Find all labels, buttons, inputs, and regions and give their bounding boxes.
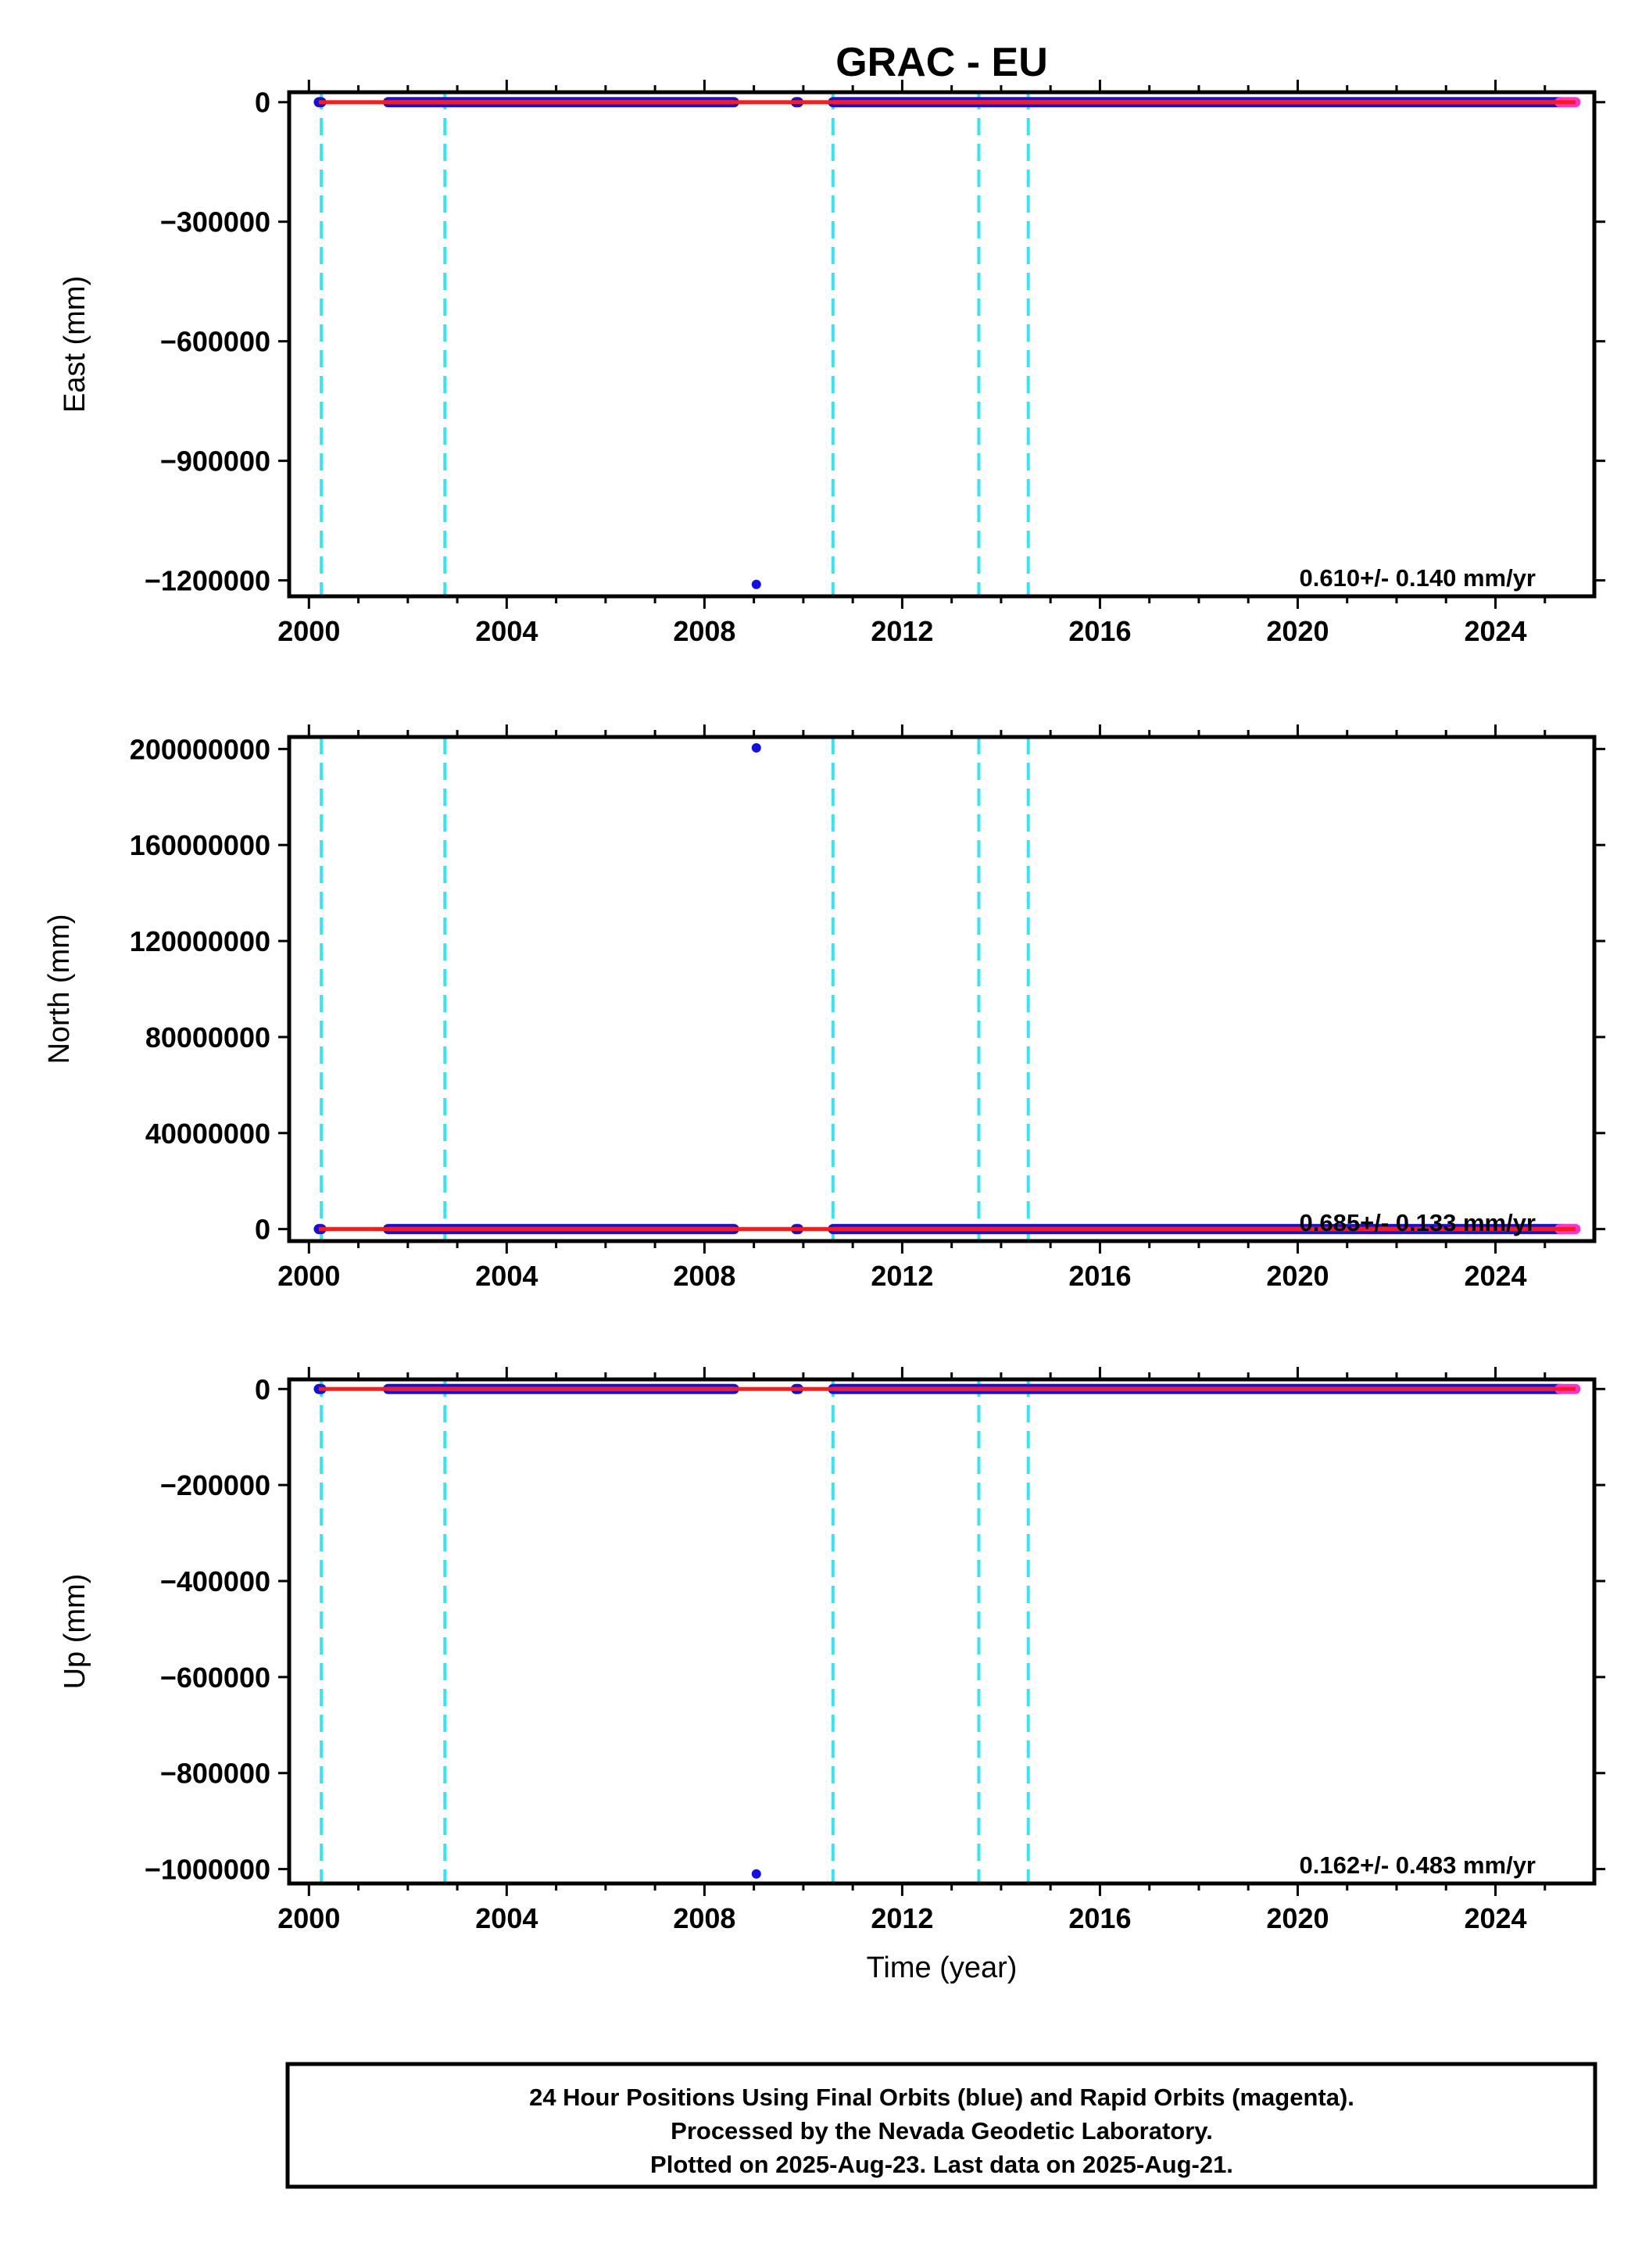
y-axis-label: North (mm) xyxy=(43,914,76,1064)
caption-border xyxy=(285,2062,1597,2189)
y-tick-label: 0 xyxy=(255,87,270,119)
x-tick-label: 2008 xyxy=(673,1902,735,1934)
y-tick-label: −600000 xyxy=(160,1662,270,1694)
x-axis-label: Time (year) xyxy=(867,1951,1018,1984)
y-tick-label: −1200000 xyxy=(145,565,270,597)
outlier-point xyxy=(751,579,761,589)
caption-box: 24 Hour Positions Using Final Orbits (bl… xyxy=(285,2062,1597,2189)
plot-frame xyxy=(287,1377,1597,1886)
x-tick-label: 2016 xyxy=(1068,1260,1131,1292)
caption-line-1: 24 Hour Positions Using Final Orbits (bl… xyxy=(529,2084,1354,2111)
y-tick-label: −400000 xyxy=(160,1565,270,1597)
caption-line-3: Plotted on 2025-Aug-23. Last data on 202… xyxy=(650,2151,1233,2178)
rate-label: 0.610+/- 0.140 mm/yr xyxy=(1300,564,1536,592)
plot-frame xyxy=(287,735,1597,1243)
y-axis-label: Up (mm) xyxy=(59,1574,91,1690)
x-tick-label: 2004 xyxy=(475,615,538,647)
y-tick-label: −900000 xyxy=(160,445,270,478)
x-tick-label: 2004 xyxy=(475,1902,538,1934)
x-tick-label: 2000 xyxy=(277,1902,340,1934)
x-tick-label: 2024 xyxy=(1464,1260,1526,1292)
y-tick-label: −1000000 xyxy=(145,1854,270,1886)
x-tick-label: 2016 xyxy=(1068,615,1131,647)
x-tick-label: 2004 xyxy=(475,1260,538,1292)
y-tick-label: 120000000 xyxy=(130,925,270,957)
east-panel: 2000 2004 2008 2012 2016 2020 2024 0 −300000 −600… xyxy=(59,80,1605,647)
y-tick-label: −200000 xyxy=(160,1469,270,1501)
rate-label: 0.685+/- 0.133 mm/yr xyxy=(1300,1209,1536,1236)
chart-title: GRAC - EU xyxy=(835,40,1048,85)
y-tick-label: −300000 xyxy=(160,206,270,238)
x-tick-label: 2024 xyxy=(1464,615,1526,647)
y-tick-label: 40000000 xyxy=(145,1118,270,1150)
x-tick-label: 2008 xyxy=(673,1260,735,1292)
outlier-point xyxy=(751,1869,761,1879)
y-tick-label: 0 xyxy=(255,1214,270,1246)
plot-frame xyxy=(287,90,1597,599)
x-tick-label: 2012 xyxy=(871,1902,933,1934)
y-tick-label: 80000000 xyxy=(145,1021,270,1054)
y-tick-label: 0 xyxy=(255,1373,270,1405)
rate-label: 0.162+/- 0.483 mm/yr xyxy=(1300,1851,1536,1879)
x-tick-label: 2000 xyxy=(277,615,340,647)
x-tick-label: 2012 xyxy=(871,1260,933,1292)
north-panel: 2000 2004 2008 2012 2016 2020 2024 200000000 160… xyxy=(43,724,1605,1292)
y-tick-label: −800000 xyxy=(160,1758,270,1790)
y-tick-label: 160000000 xyxy=(130,829,270,861)
y-tick-label: −600000 xyxy=(160,326,270,358)
x-tick-label: 2020 xyxy=(1266,1902,1329,1934)
up-panel: 2000 2004 2008 2012 2016 2020 2024 0 −200000 −400… xyxy=(59,1367,1605,1984)
outlier-point xyxy=(751,742,761,753)
x-tick-label: 2020 xyxy=(1266,1260,1329,1292)
x-tick-label: 2020 xyxy=(1266,615,1329,647)
x-tick-label: 2000 xyxy=(277,1260,340,1292)
x-tick-label: 2012 xyxy=(871,615,933,647)
x-tick-label: 2024 xyxy=(1464,1902,1526,1934)
y-axis-label: East (mm) xyxy=(59,276,91,413)
x-tick-label: 2016 xyxy=(1068,1902,1131,1934)
y-tick-label: 200000000 xyxy=(130,733,270,765)
caption-line-2: Processed by the Nevada Geodetic Laborat… xyxy=(671,2117,1213,2145)
x-tick-label: 2008 xyxy=(673,615,735,647)
